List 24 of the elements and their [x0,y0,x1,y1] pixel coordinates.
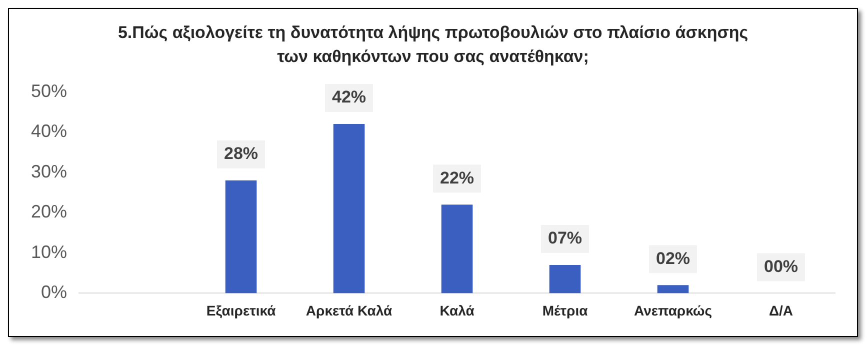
data-label: 22% [440,168,474,188]
y-tick-label: 10% [30,242,68,262]
data-label: 02% [656,248,690,268]
x-tick-label: Καλά [440,302,475,318]
x-tick-label: Αρκετά Καλά [306,302,393,318]
bar [441,204,473,294]
bar [657,285,689,294]
x-tick-label: Εξαιρετικά [206,302,276,318]
y-tick-label: 50% [30,80,68,101]
data-label: 00% [764,256,798,276]
y-tick-label: 20% [30,202,68,222]
x-tick-label: Ανεπαρκώς [634,302,712,318]
y-tick-label: 40% [30,121,68,142]
bar [333,124,365,294]
chart-title: 5.Πώς αξιολογείτε τη δυνατότητα λήψης πρωτοβουλιών στο πλαίσιο άσκησης των καθηκόντων που σας ανατέθηκαν; [116,22,750,68]
x-tick-label: Δ/Α [768,302,794,318]
y-tick-label: 0% [41,282,68,302]
x-tick-label: Μέτρια [542,302,588,318]
bar [225,180,257,294]
bar [549,265,581,294]
data-label: 28% [224,144,258,164]
y-tick-label: 30% [30,161,68,182]
data-label: 42% [332,88,366,107]
data-label: 07% [548,228,582,248]
